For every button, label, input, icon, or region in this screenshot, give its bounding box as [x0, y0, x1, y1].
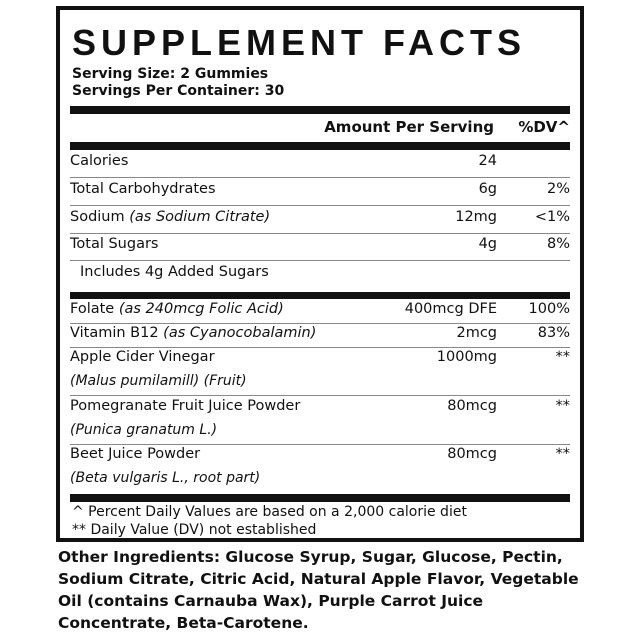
dv-header: %DV^ — [518, 118, 570, 136]
servings-per-container: Servings Per Container: 30 — [72, 83, 285, 99]
cell-text: 4g — [478, 236, 497, 252]
nutrient-row: Includes 4g Added Sugars — [70, 264, 570, 288]
cell-text: 80mcg — [447, 446, 497, 462]
cell-text: 400mcg DFE — [404, 301, 497, 317]
cell-text: Pomegranate Fruit Juice Powder — [70, 398, 301, 414]
cell-text: Includes 4g Added Sugars — [80, 264, 269, 280]
ingredient-row: Beet Juice Powder (Beta vulgaris L., roo… — [70, 446, 570, 492]
cell-text: Total Carbohydrates — [70, 181, 216, 197]
cell-text: Calories — [70, 153, 129, 169]
footnote-dv: ^ Percent Daily Values are based on a 2,… — [72, 504, 467, 520]
divider-thick — [70, 494, 570, 502]
panel-title: SUPPLEMENT FACTS — [72, 22, 527, 63]
cell-text: (Beta vulgaris L., root part) — [70, 470, 261, 486]
footnote-not-established: ** Daily Value (DV) not established — [72, 522, 317, 538]
nutrient-row: Total Sugars 4g 8% — [70, 236, 570, 261]
divider-thick — [70, 106, 570, 114]
cell-text: ** — [555, 349, 571, 365]
supplement-facts-panel: SUPPLEMENT FACTS Serving Size: 2 Gummies… — [56, 6, 584, 542]
cell-text: 2% — [546, 181, 570, 197]
cell-text: <1% — [534, 209, 570, 225]
serving-size: Serving Size: 2 Gummies — [72, 66, 269, 82]
row-label: Folate (as 240mcg Folic Acid) — [70, 301, 284, 317]
divider-thick — [70, 292, 570, 299]
cell-text: 100% — [528, 301, 570, 317]
cell-text: Vitamin B12 — [70, 325, 159, 341]
cell-text: 24 — [478, 153, 497, 169]
ingredient-row: Pomegranate Fruit Juice Powder (Punica g… — [70, 398, 570, 445]
cell-text: Total Sugars — [70, 236, 159, 252]
cell-text: Folate — [70, 301, 115, 317]
cell-text: Sodium — [70, 209, 125, 225]
cell-text: (as 240mcg Folic Acid) — [118, 301, 284, 317]
cell-text: Apple Cider Vinegar — [70, 349, 215, 365]
ingredient-row: Apple Cider Vinegar (Malus pumilamill) (… — [70, 349, 570, 396]
cell-text: 83% — [537, 325, 570, 341]
row-label: Sodium (as Sodium Citrate) — [70, 209, 270, 225]
cell-text: 8% — [546, 236, 570, 252]
ingredient-row: Vitamin B12 (as Cyanocobalamin) 2mcg 83% — [70, 325, 570, 348]
cell-text: (Punica granatum L.) — [70, 422, 218, 438]
cell-text: (as Cyanocobalamin) — [163, 325, 317, 341]
ingredient-row: Folate (as 240mcg Folic Acid) 400mcg DFE… — [70, 301, 570, 324]
amount-header: Amount Per Serving — [324, 118, 494, 136]
other-ingredients: Other Ingredients: Glucose Syrup, Sugar,… — [58, 548, 579, 632]
cell-text: Beet Juice Powder — [70, 446, 201, 462]
cell-text: ** — [555, 398, 571, 414]
cell-text: 1000mg — [436, 349, 497, 365]
row-label: Vitamin B12 (as Cyanocobalamin) — [70, 325, 316, 341]
nutrient-row: Sodium (as Sodium Citrate) 12mg <1% — [70, 209, 570, 234]
cell-text: 12mg — [455, 209, 497, 225]
cell-text: 6g — [478, 181, 497, 197]
cell-text: (Malus pumilamill) (Fruit) — [70, 373, 247, 389]
cell-text: 2mcg — [456, 325, 497, 341]
cell-text: 80mcg — [447, 398, 497, 414]
nutrient-row: Calories 24 — [70, 153, 570, 178]
cell-text: (as Sodium Citrate) — [129, 209, 271, 225]
nutrient-row: Total Carbohydrates 6g 2% — [70, 181, 570, 206]
column-header: Amount Per Serving %DV^ — [70, 118, 570, 142]
divider-thick — [70, 142, 570, 150]
cell-text: ** — [555, 446, 571, 462]
